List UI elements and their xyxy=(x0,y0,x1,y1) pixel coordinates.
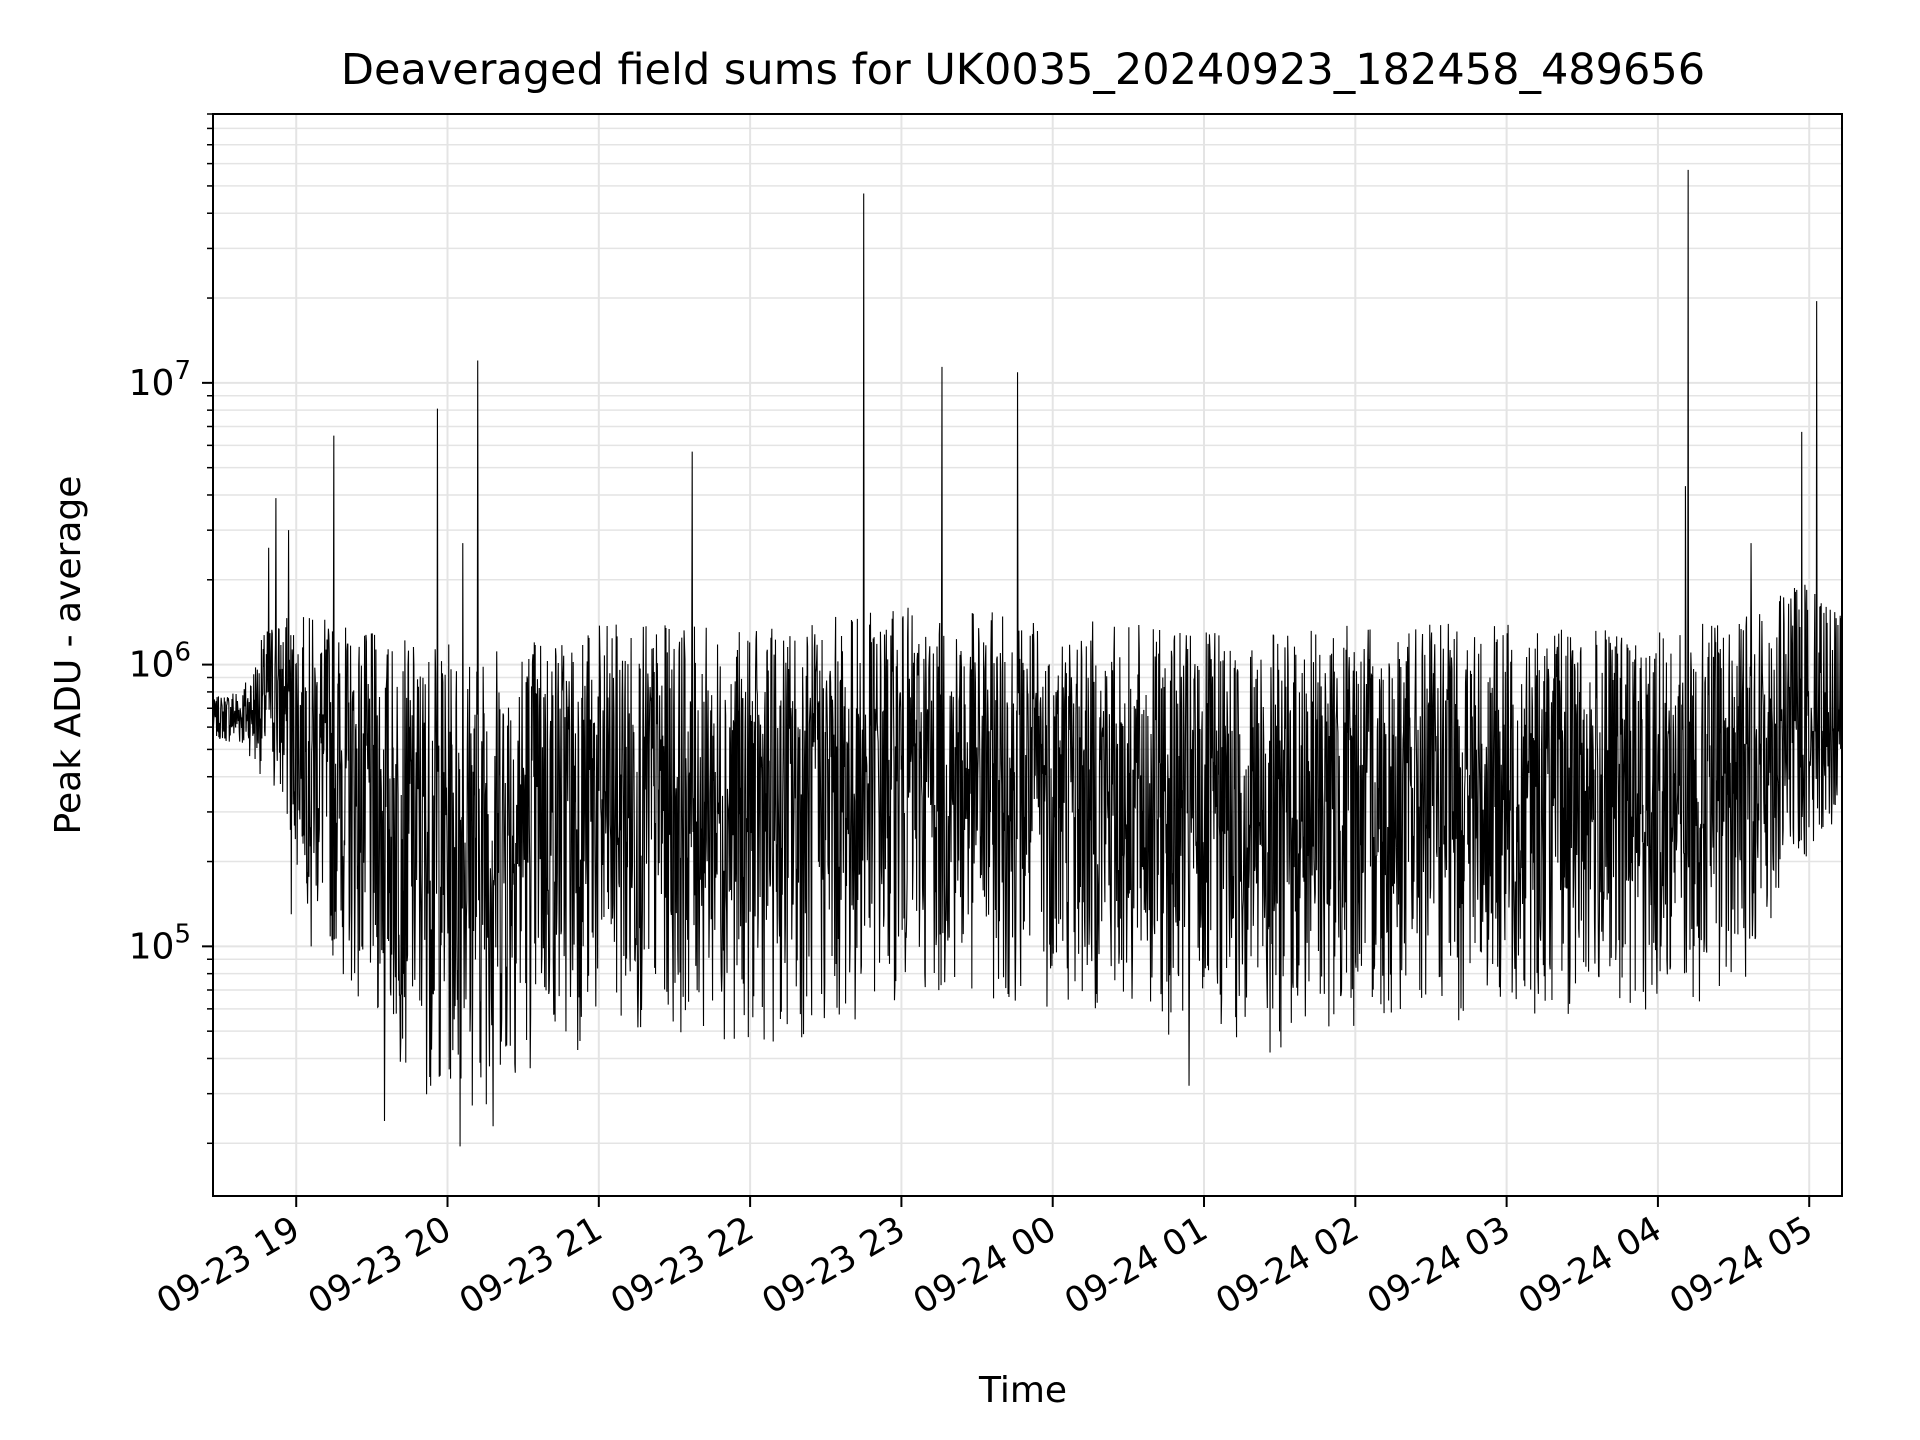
chart-title: Deaveraged field sums for UK0035_2024092… xyxy=(341,45,1705,95)
series-line xyxy=(212,169,1843,1147)
y-axis: 105 106 107 xyxy=(129,113,213,1145)
y-axis-label: Peak ADU - average xyxy=(48,476,89,835)
y-tick-label: 105 xyxy=(129,919,191,967)
plot-area xyxy=(212,169,1843,1147)
y-tick-label: 107 xyxy=(129,356,191,404)
plot-frame xyxy=(212,113,1843,1197)
x-axis-label: Time xyxy=(978,1370,1067,1411)
y-tick-label: 106 xyxy=(129,638,191,686)
